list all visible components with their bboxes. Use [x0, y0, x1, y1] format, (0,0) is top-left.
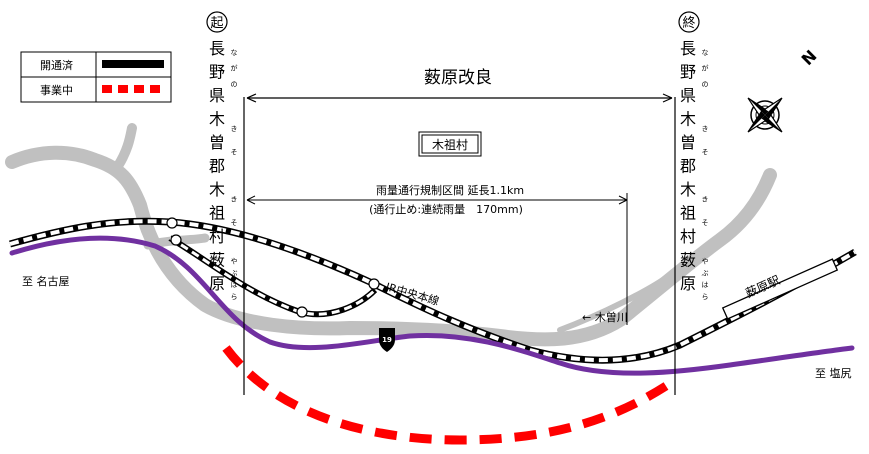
village-label: 木祖村 [432, 137, 468, 152]
rail-tunnel-mark [170, 234, 182, 246]
route-19-road [9, 235, 855, 376]
start-furigana-char: ら [231, 293, 238, 301]
start-furigana-char: そ [231, 219, 238, 227]
rain-section-line1: 雨量通行規制区間 延長1.1km [376, 183, 524, 197]
start-furigana-char: や [231, 258, 238, 266]
construction-route [222, 345, 669, 445]
arrowhead-left-icon [246, 93, 257, 103]
end-furigana-char: ぶ [702, 269, 709, 277]
end-place-char: 野 [680, 63, 696, 82]
dest-left: 至 名古屋 [22, 274, 70, 288]
end-place-char: 村 [680, 227, 696, 246]
project-title: 薮原改良 [424, 68, 492, 88]
river-branch-right [557, 272, 673, 333]
start-mark: 起 [210, 16, 223, 31]
rain-section: 雨量通行規制区間 延長1.1km (通行止め:連続雨量 170mm) [246, 183, 628, 325]
legend-construction-label: 事業中 [40, 84, 73, 97]
railway [9, 217, 857, 364]
start-place-char: 祖 [209, 204, 225, 223]
end-place-char: 郡 [680, 157, 696, 176]
river-main [5, 145, 777, 347]
start-furigana-char: は [231, 281, 238, 289]
start-furigana-char: な [231, 49, 238, 57]
arrowhead-right-icon [618, 195, 628, 205]
start-place-char: 郡 [209, 157, 225, 176]
end-furigana-char: や [702, 258, 709, 266]
end-furigana-char: な [702, 49, 709, 57]
start-place-char: 原 [209, 274, 225, 293]
end-place-char: 長 [680, 39, 696, 58]
end-furigana-char: き [702, 195, 709, 203]
arrowhead-left-icon [246, 195, 256, 205]
end-place-char: 県 [680, 86, 696, 105]
legend-open-label: 開通済 [40, 58, 73, 72]
end-furigana-char: そ [702, 219, 709, 227]
end-furigana-char: が [702, 64, 709, 73]
end-mark-circle [678, 11, 700, 33]
start-place-char: 曽 [209, 133, 225, 152]
start-place-char: 長 [209, 39, 225, 58]
start-furigana-char: の [231, 80, 238, 88]
end-furigana-char: き [702, 125, 709, 133]
village-box: 木祖村 [418, 131, 482, 157]
river [5, 123, 777, 347]
arrowhead-right-icon [662, 93, 673, 103]
dest-right: 至 塩尻 [815, 366, 852, 380]
river-branch-top [113, 123, 137, 171]
end-place-char: 木 [680, 110, 696, 129]
end-furigana: ながのきそきそやぶはらながのきそきそやぶはら [702, 49, 709, 301]
end-place-char: 曽 [680, 133, 696, 152]
end-mark: 終 [682, 15, 695, 31]
rail-tunnel-mark [166, 217, 178, 229]
end-furigana-char: そ [702, 148, 709, 156]
start-place-char: 県 [209, 86, 225, 105]
route-badge-label: 19 [382, 336, 392, 344]
end-furigana-char: は [702, 281, 709, 289]
end-furigana-char: ら [702, 293, 709, 301]
start-furigana-char: が [231, 64, 238, 73]
start-place-char: 木 [209, 180, 225, 199]
route-19-shield: 19 [379, 328, 395, 352]
end-furigana-char: の [702, 80, 709, 88]
end-place-char: 祖 [680, 204, 696, 223]
village-box-inner [421, 134, 479, 154]
start-place-char: 薮 [209, 251, 225, 270]
river-label: ← 木曽川 [582, 310, 628, 324]
north-label: N [798, 46, 821, 69]
start-furigana-char: ぶ [231, 269, 238, 277]
railway-line-inner [9, 219, 857, 363]
start-furigana-char: き [231, 125, 238, 133]
station-platform [721, 258, 839, 320]
legend: 開通済 事業中 [20, 51, 172, 103]
start-mark-circle [206, 11, 228, 33]
start-place-char: 村 [209, 227, 225, 246]
route-shield-icon [379, 328, 395, 352]
railway-old-loop-inner [169, 236, 377, 316]
rain-section-line2: (通行止め:連続雨量 170mm) [369, 202, 523, 216]
end-place-char: 木 [680, 180, 696, 199]
start-place-char: 木 [209, 110, 225, 129]
start-furigana-char: き [231, 195, 238, 203]
start-place-char: 野 [209, 63, 225, 82]
end-place-char: 原 [680, 274, 696, 293]
rail-tunnel-mark [296, 306, 308, 318]
compass-rose-icon [747, 97, 783, 133]
rail-tunnel-mark [368, 278, 380, 290]
project-span: 薮原改良 [246, 68, 673, 103]
start-furigana: ながのきそきそやぶはらながのきそきそやぶはら [231, 49, 238, 301]
start-furigana-char: そ [231, 148, 238, 156]
yabuhara-station: 薮原駅 [721, 258, 839, 320]
end-place-char: 薮 [680, 251, 696, 270]
